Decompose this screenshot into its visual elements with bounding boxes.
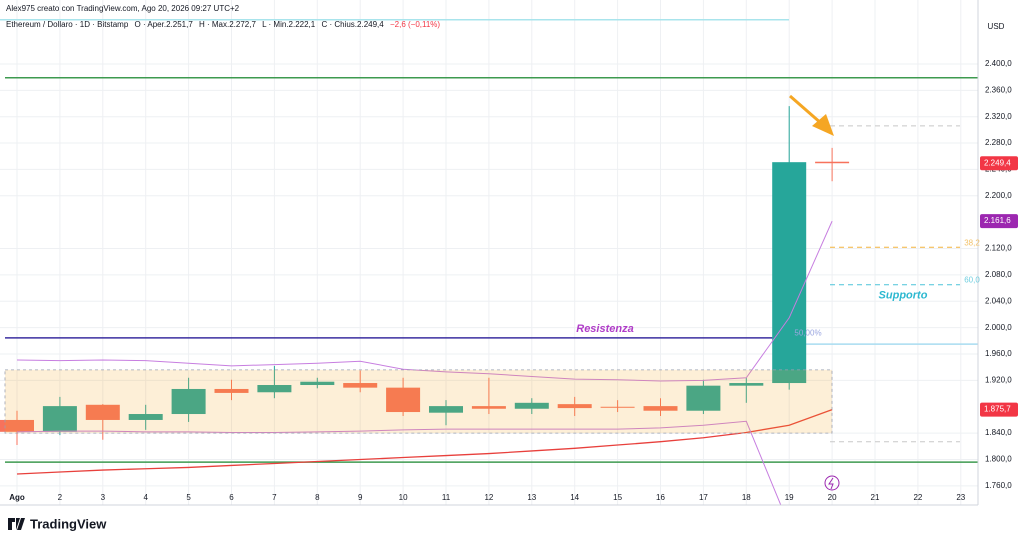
candle-body	[686, 385, 721, 411]
annotation: Resistenza	[576, 323, 633, 335]
candle-body	[214, 388, 249, 393]
candle-body	[557, 404, 592, 409]
candle-body	[815, 161, 850, 164]
x-tick-label: 15	[613, 493, 622, 502]
event-icon-bolt	[828, 477, 834, 490]
candle-body	[386, 387, 421, 413]
ohlc-close: C · Chius.2.249,4	[321, 20, 384, 29]
plot-area	[0, 19, 978, 505]
x-tick-label: Ago	[9, 493, 25, 502]
candle-body	[514, 402, 549, 409]
x-tick-label: 16	[656, 493, 665, 502]
candle-body	[300, 381, 335, 386]
candle-body	[471, 406, 506, 409]
candle-body	[343, 383, 378, 388]
y-tick-label: 2.320,0	[985, 112, 1012, 121]
event-icon	[824, 475, 840, 491]
ohlc-low: L · Min.2.222,1	[262, 20, 316, 29]
y-axis: 2.400,02.360,02.320,02.280,02.240,02.200…	[980, 59, 1018, 490]
x-tick-label: 14	[570, 493, 579, 502]
y-tick-label: 1.920,0	[985, 376, 1012, 385]
candle-body	[600, 406, 635, 408]
y-tick-label: 2.040,0	[985, 296, 1012, 305]
x-tick-label: 7	[272, 493, 277, 502]
candle-body	[257, 385, 292, 393]
x-tick-label: 4	[143, 493, 148, 502]
x-tick-label: 20	[828, 493, 837, 502]
y-tick-label: 1.960,0	[985, 349, 1012, 358]
y-tick-label: 2.360,0	[985, 85, 1012, 94]
arrow-drawing	[789, 94, 823, 126]
indicator-line	[16, 420, 782, 505]
x-tick-label: 11	[442, 493, 451, 502]
x-tick-label: 19	[785, 493, 794, 502]
x-tick-label: 2	[58, 493, 63, 502]
price-label-bg	[980, 156, 1018, 171]
change: −2,6 (−0,11%)	[389, 20, 441, 29]
price-label: 2.161,6	[984, 216, 1011, 225]
annotation: 60,0	[964, 275, 980, 284]
header-symbol: Ethereum / Dollaro · 1D · Bitstamp O · A…	[6, 20, 444, 29]
candle-body	[128, 414, 163, 420]
candle-body	[171, 388, 206, 415]
candle-body	[42, 406, 77, 432]
y-tick-label: 2.120,0	[985, 244, 1012, 253]
y-tick-label: 2.080,0	[985, 270, 1012, 279]
x-tick-label: 8	[315, 493, 320, 502]
y-tick-label: 1.840,0	[985, 428, 1012, 437]
x-tick-label: 23	[956, 493, 965, 502]
x-tick-label: 10	[399, 493, 408, 502]
candle-body	[429, 406, 463, 413]
price-label-bg	[980, 402, 1018, 417]
logo: TradingView	[8, 516, 107, 531]
candle-body	[643, 406, 678, 411]
x-tick-label: 3	[101, 493, 106, 502]
ohlc-high: H · Max.2.272,7	[199, 20, 256, 29]
price-label: 1.875,7	[984, 405, 1011, 414]
x-tick-label: 17	[699, 493, 708, 502]
candle-body	[772, 162, 807, 384]
y-tick-label: 2.000,0	[985, 323, 1012, 332]
candle-body	[0, 419, 34, 432]
candle-body	[729, 383, 764, 386]
x-tick-label: 5	[186, 493, 191, 502]
y-tick-label: 1.800,0	[985, 455, 1012, 464]
x-tick-label: 21	[871, 493, 880, 502]
currency-label: USD	[988, 22, 1005, 31]
x-tick-label: 13	[527, 493, 536, 502]
x-tick-label: 9	[358, 493, 363, 502]
price-label: 2.249,4	[984, 158, 1011, 167]
symbol: Ethereum / Dollaro · 1D · Bitstamp	[6, 20, 129, 29]
annotation: 38,2	[964, 238, 980, 247]
logo-text: TradingView	[30, 516, 107, 531]
indicator-line	[16, 408, 833, 475]
range-box	[4, 369, 833, 434]
annotation: 50,00%	[794, 329, 821, 338]
x-tick-label: 22	[913, 493, 922, 502]
candle-body	[85, 404, 120, 420]
price-label-bg	[980, 214, 1018, 229]
y-tick-label: 2.200,0	[985, 191, 1012, 200]
y-tick-label: 2.400,0	[985, 59, 1012, 68]
x-tick-label: 12	[484, 493, 493, 502]
ohlc-open: O · Aper.2.251,7	[134, 20, 193, 29]
grid	[0, 0, 978, 505]
x-tick-label: 6	[229, 493, 234, 502]
arrow-head	[812, 114, 834, 136]
indicator-line	[16, 220, 833, 382]
y-tick-label: 1.760,0	[985, 481, 1012, 490]
annotation: Supporto	[879, 289, 928, 301]
x-tick-label: 18	[742, 493, 751, 502]
header-author: Alex975 creato con TradingView.com, Ago …	[6, 4, 240, 13]
y-tick-label: 2.280,0	[985, 138, 1012, 147]
